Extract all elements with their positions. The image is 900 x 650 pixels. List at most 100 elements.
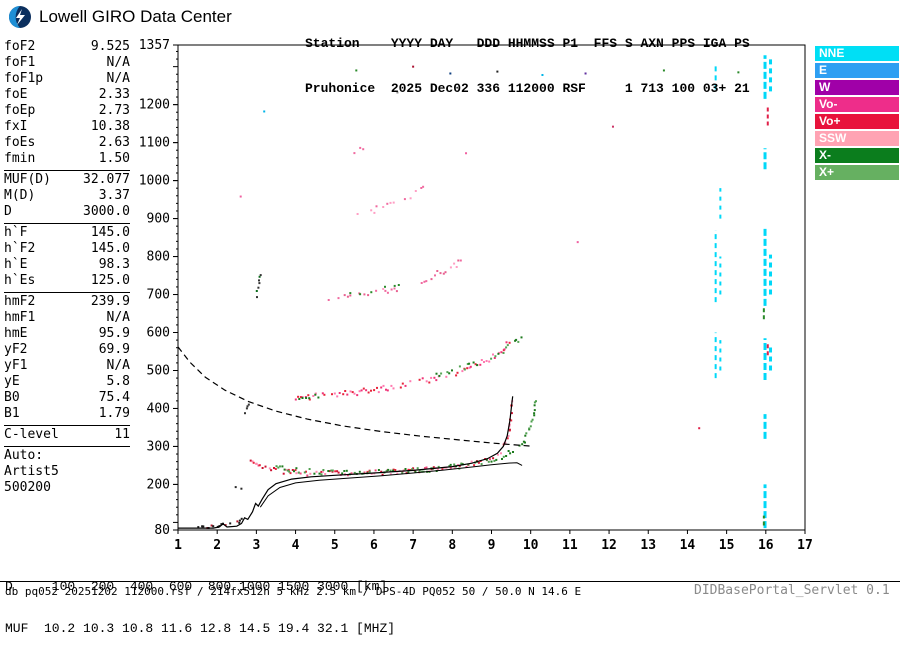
artist-trace-fit <box>178 396 514 529</box>
readout-row: fmin 1.50 <box>4 151 130 167</box>
legend-item-vo: Vo- <box>815 97 899 112</box>
muf-table-distance-row: D 100 200 400 600 800 1000 1500 3000 [km… <box>5 579 388 594</box>
readout-value: 98.3 <box>98 257 130 272</box>
status-line: db pq052 20251202 112000.rsf / 214fx512h… <box>5 585 582 598</box>
x-tick-label: 3 <box>252 538 260 553</box>
readout-label: h`E <box>4 257 28 272</box>
giro-ionogram-page: { "header": { "brand": "Lowell GIRO Data… <box>0 6 900 636</box>
readout-row: h`E 98.3 <box>4 257 130 273</box>
readout-label: Artist5 <box>4 464 59 479</box>
readout-row: B1 1.79 <box>4 406 130 422</box>
muf-transmission-curve <box>177 346 531 447</box>
trace-hop2-x-left <box>298 393 320 400</box>
y-tick-label: 1000 <box>139 174 170 189</box>
readout-value: 5.8 <box>106 374 130 389</box>
readout-label: C-level <box>4 427 59 442</box>
y-tick-label: 200 <box>147 477 170 492</box>
trace-hop1-x <box>275 400 537 476</box>
x-axis: 1 2 3 4 5 6 7 8 9 10 11 12 13 14 15 16 17 <box>174 530 813 553</box>
readout-group: C-level 11 <box>4 426 130 447</box>
readout-row: D 3000.0 <box>4 204 130 220</box>
giro-logo-icon <box>9 6 31 28</box>
readout-group: Auto: Artist5 500200 <box>4 447 130 499</box>
readout-row: foEs 2.63 <box>4 135 130 151</box>
readout-value: 3.37 <box>98 188 130 203</box>
x-tick-label: 6 <box>370 538 378 553</box>
readout-value: 2.33 <box>98 87 130 102</box>
trace-hop3-x <box>349 284 400 296</box>
readout-label: M(D) <box>4 188 36 203</box>
readout-row: yE 5.8 <box>4 374 130 390</box>
readout-group: hmF2 239.9 hmF1 N/A hmE 95.9 yF2 69.9 yF1 N/A yE 5.… <box>4 293 130 426</box>
legend-item-x: X+ <box>815 165 899 180</box>
readout-value: 145.0 <box>90 225 130 240</box>
readout-value: 1.79 <box>98 406 130 421</box>
y-tick-label: 300 <box>147 439 170 454</box>
readout-label: B0 <box>4 390 20 405</box>
readout-row: yF2 69.9 <box>4 342 130 358</box>
readout-value: 125.0 <box>90 273 130 288</box>
x-tick-label: 9 <box>488 538 496 553</box>
readout-value: 32.077 <box>83 172 130 187</box>
trace-hop2-o <box>294 341 511 401</box>
trace-hop5 <box>353 146 365 155</box>
trace-hop2-x <box>435 336 523 377</box>
footer-divider <box>0 581 900 582</box>
station-header: Station YYYY DAY DDD HHMMSS P1 FFS S AXN… <box>305 6 750 111</box>
trace-hop1-o <box>249 400 514 477</box>
x-tick-label: 1 <box>174 538 182 553</box>
readout-value: 2.63 <box>98 135 130 150</box>
muf-table-muf-row: MUF 10.2 10.3 10.8 11.6 12.8 14.5 19.4 3… <box>5 621 396 636</box>
readout-row: MUF(D) 32.077 <box>4 172 130 188</box>
readout-row: C-level 11 <box>4 427 130 443</box>
x-tick-label: 7 <box>409 538 417 553</box>
readout-label: h`F2 <box>4 241 36 256</box>
readout-value: N/A <box>106 358 130 373</box>
readout-label: Auto: <box>4 448 44 463</box>
x-tick-label: 12 <box>601 538 617 553</box>
readout-label: fxI <box>4 119 28 134</box>
readout-value: 2.73 <box>98 103 130 118</box>
muf-table: D 100 200 400 600 800 1000 1500 3000 [km… <box>5 552 395 650</box>
readout-row: 500200 <box>4 480 130 496</box>
readout-row: fxI 10.38 <box>4 119 130 135</box>
noise-echoes <box>239 65 740 430</box>
readout-label: B1 <box>4 406 20 421</box>
readout-label: foF1 <box>4 55 36 70</box>
y-tick-label: 500 <box>147 363 170 378</box>
readout-label: yF1 <box>4 358 28 373</box>
readout-label: hmF1 <box>4 310 36 325</box>
y-tick-label: 800 <box>147 250 170 265</box>
readout-value: 69.9 <box>98 342 130 357</box>
readout-label: yE <box>4 374 20 389</box>
readout-group: MUF(D) 32.077 M(D) 3.37 D 3000.0 <box>4 171 130 224</box>
readout-value: 75.4 <box>98 390 130 405</box>
readout-label: foE <box>4 87 28 102</box>
readout-value: N/A <box>106 71 130 86</box>
readout-label: MUF(D) <box>4 172 51 187</box>
readout-value: N/A <box>106 55 130 70</box>
readout-panel: foF2 9.525 foF1 N/A foF1p N/A foE 2.33 foEp 2.73 f… <box>4 38 130 499</box>
readout-label: foF2 <box>4 39 36 54</box>
readout-group: foF2 9.525 foF1 N/A foF1p N/A foE 2.33 foEp 2.73 f… <box>4 38 130 171</box>
readout-row: foF1p N/A <box>4 71 130 87</box>
readout-label: hmF2 <box>4 294 36 309</box>
x-tick-label: 8 <box>448 538 456 553</box>
x-tick-label: 13 <box>640 538 656 553</box>
y-tick-label: 900 <box>147 212 170 227</box>
readout-label: h`F <box>4 225 28 240</box>
legend-item-x: X- <box>815 148 899 163</box>
readout-row: foEp 2.73 <box>4 103 130 119</box>
readout-row: foF1 N/A <box>4 55 130 71</box>
readout-label: fmin <box>4 151 36 166</box>
readout-row: h`Es 125.0 <box>4 273 130 289</box>
readout-row: hmF1 N/A <box>4 310 130 326</box>
x-tick-label: 2 <box>213 538 221 553</box>
legend-item-e: E <box>815 63 899 78</box>
y-tick-label: 1357 <box>139 38 170 53</box>
readout-value: 239.9 <box>90 294 130 309</box>
y-tick-label: 600 <box>147 326 170 341</box>
readout-value: 10.38 <box>90 119 130 134</box>
readout-value: 1.50 <box>98 151 130 166</box>
x-tick-label: 11 <box>562 538 578 553</box>
